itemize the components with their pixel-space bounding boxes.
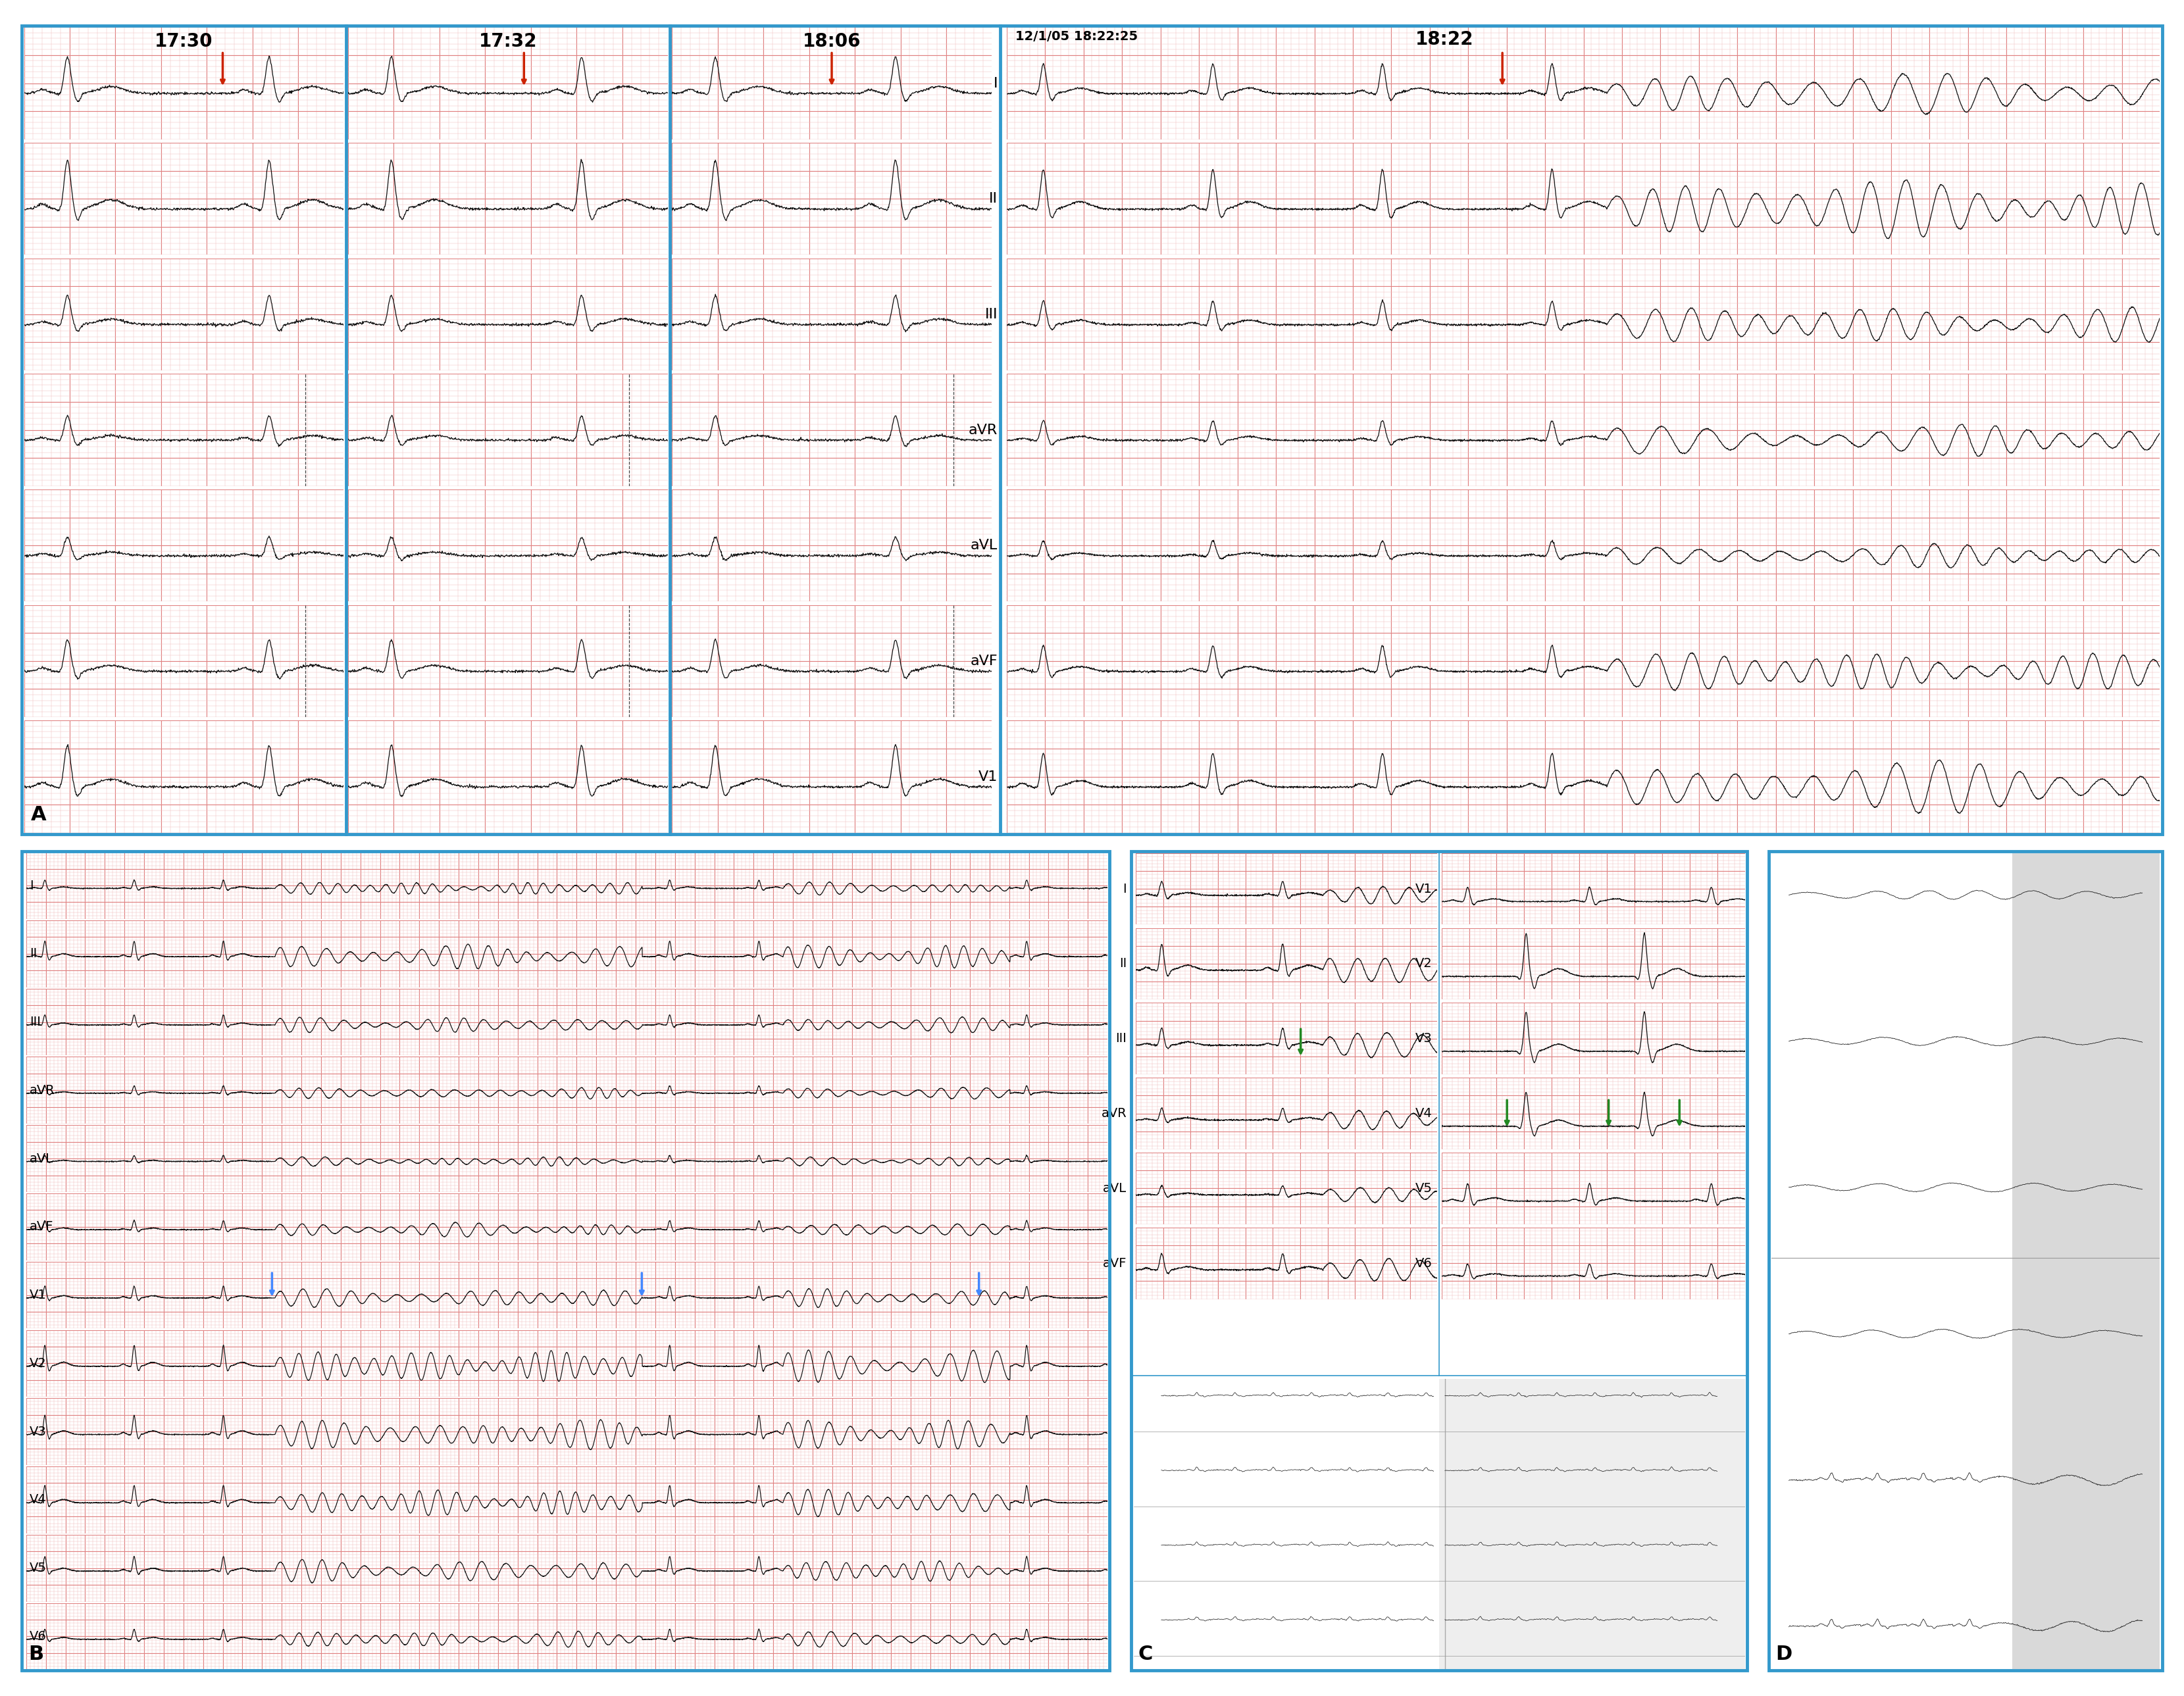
Text: aVF: aVF [1103,1257,1127,1270]
Text: aVR: aVR [28,1084,55,1097]
Text: V3: V3 [28,1425,46,1438]
Text: II: II [28,948,37,960]
Text: V2: V2 [28,1357,46,1370]
Text: V4: V4 [1415,1107,1433,1119]
Text: 17:32: 17:32 [478,32,537,51]
Text: III: III [28,1016,41,1028]
Text: B: B [28,1645,44,1664]
Text: V2: V2 [1415,958,1433,970]
Text: II: II [989,192,998,205]
Text: D: D [1776,1645,1793,1664]
Text: aVR: aVR [968,424,998,436]
Text: I: I [994,76,998,90]
Text: 18:06: 18:06 [804,32,860,51]
Text: 17:30: 17:30 [155,32,212,51]
Text: I: I [1123,882,1127,895]
Text: aVL: aVL [1103,1182,1127,1194]
Text: V6: V6 [1415,1257,1433,1270]
Text: V5: V5 [28,1562,46,1574]
Text: aVL: aVL [28,1152,52,1165]
Text: 18:22: 18:22 [1415,31,1474,49]
Text: V4: V4 [28,1494,46,1506]
Text: V1: V1 [28,1289,46,1301]
Text: A: A [31,806,46,824]
Text: aVF: aVF [28,1221,52,1233]
Bar [1439,1379,1745,1669]
Text: aVL: aVL [970,539,998,553]
Text: V1: V1 [978,770,998,784]
Text: 12/1/05 18:22:25: 12/1/05 18:22:25 [1016,31,1138,42]
Text: aVF: aVF [970,655,998,668]
Text: II: II [1118,958,1127,970]
Text: V5: V5 [1415,1182,1433,1194]
Text: C: C [1138,1645,1153,1664]
Text: V3: V3 [1415,1033,1433,1045]
Text: I: I [28,879,33,892]
Text: III: III [1116,1033,1127,1045]
Text: V1: V1 [1415,882,1433,895]
Text: aVR: aVR [1101,1107,1127,1119]
Text: III: III [985,307,998,321]
Text: V6: V6 [28,1630,46,1643]
Bar [2011,853,2160,1669]
